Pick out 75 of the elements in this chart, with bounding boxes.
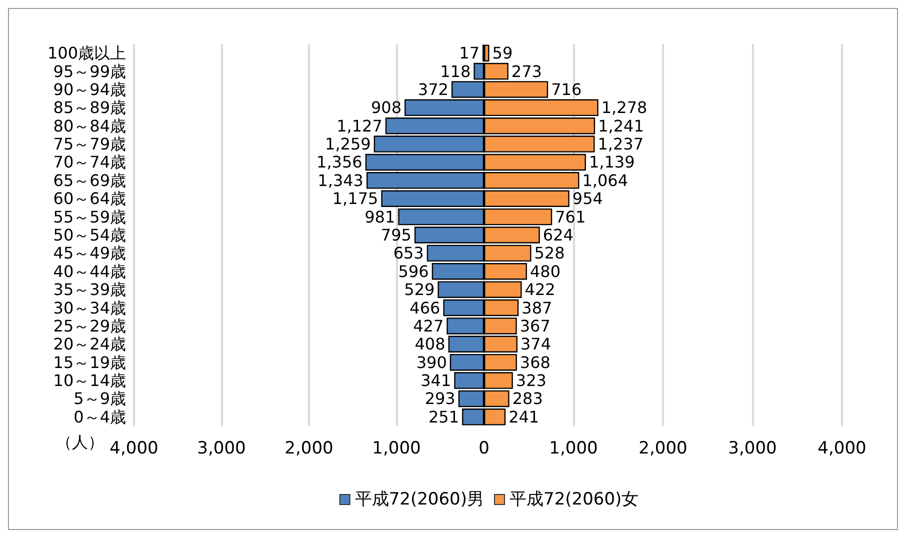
x-tick-label: 4,000 [110, 438, 158, 458]
y-tick-label: 50～54歳 [53, 226, 126, 244]
data-label: 422 [524, 280, 556, 300]
data-label: 1,343 [318, 170, 364, 190]
data-label: 466 [410, 298, 440, 318]
y-tick-label: 85～89歳 [53, 98, 126, 118]
legend-label: 平成72(2060)女 [510, 490, 639, 510]
data-label: 341 [420, 371, 452, 390]
y-tick-label: 95～99歳 [53, 62, 126, 81]
data-label: 1,064 [582, 170, 628, 190]
data-label: 59 [492, 44, 513, 63]
data-label: 273 [511, 62, 542, 81]
data-label: 323 [516, 371, 546, 390]
y-tick-label: 90～94歳 [53, 80, 126, 99]
y-tick-label: 100歳以上 [47, 44, 126, 63]
y-tick-label: 20～24歳 [53, 334, 126, 354]
data-label: 795 [380, 226, 412, 244]
data-label: 716 [551, 80, 582, 99]
data-label: 293 [424, 389, 456, 408]
data-label: 241 [508, 407, 540, 426]
data-label: 1,237 [598, 134, 644, 154]
y-tick-label: 15～19歳 [53, 352, 126, 372]
data-label: 17 [459, 44, 480, 63]
data-label: 653 [393, 244, 424, 263]
data-label: 368 [520, 352, 550, 372]
y-tick-label: 10～14歳 [53, 371, 126, 390]
data-label: 1,356 [316, 152, 362, 172]
x-axis-title: （人） [56, 432, 104, 452]
x-tick-label: 2,000 [638, 438, 688, 458]
data-label: 251 [428, 407, 460, 426]
data-label: 390 [416, 352, 447, 372]
data-label: 283 [512, 389, 543, 408]
data-label: 761 [555, 207, 586, 226]
x-tick-label: 4,000 [818, 438, 866, 458]
y-tick-label: 25～29歳 [53, 316, 126, 336]
data-label: 1,139 [588, 152, 635, 172]
y-tick-label: 60～64歳 [53, 189, 126, 208]
data-label: 118 [440, 62, 471, 81]
data-label: 1,278 [601, 98, 648, 118]
y-tick-label: 65～69歳 [53, 170, 126, 190]
data-label: 387 [522, 298, 552, 318]
data-label: 367 [520, 316, 550, 336]
y-tick-label: 70～74歳 [53, 152, 126, 172]
data-label: 374 [520, 334, 552, 354]
data-label: 427 [413, 316, 444, 336]
data-label: 1,241 [598, 116, 644, 136]
data-label: 908 [371, 98, 402, 118]
x-tick-label: 3,000 [728, 438, 777, 458]
data-label: 981 [364, 207, 396, 226]
x-tick-label: 0 [478, 438, 490, 458]
y-tick-label: 40～44歳 [53, 262, 126, 281]
data-label: 480 [530, 262, 561, 281]
data-label: 528 [534, 244, 565, 263]
legend-label: 平成72(2060)男 [354, 490, 484, 510]
y-tick-label: 5～9歳 [74, 389, 126, 408]
y-tick-label: 30～34歳 [53, 298, 126, 318]
y-tick-label: 35～39歳 [53, 280, 126, 300]
data-label: 372 [418, 80, 448, 99]
data-label: 1,259 [325, 134, 371, 154]
y-tick-label: 0～4歳 [74, 407, 126, 426]
data-label: 408 [414, 334, 446, 354]
data-label: 1,127 [336, 116, 382, 136]
data-label: 624 [542, 226, 574, 244]
data-label: 1,175 [332, 189, 378, 208]
y-tick-label: 55～59歳 [53, 207, 126, 226]
x-tick-label: 3,000 [197, 438, 246, 458]
x-tick-label: 1,000 [372, 438, 421, 458]
data-label: 954 [572, 189, 603, 208]
y-tick-label: 80～84歳 [53, 116, 126, 136]
x-tick-label: 2,000 [284, 438, 334, 458]
x-tick-label: 1,000 [549, 438, 598, 458]
data-label: 529 [404, 280, 435, 300]
y-tick-label: 75～79歳 [53, 134, 126, 154]
data-label: 596 [398, 262, 429, 281]
y-tick-label: 45～49歳 [53, 244, 126, 263]
